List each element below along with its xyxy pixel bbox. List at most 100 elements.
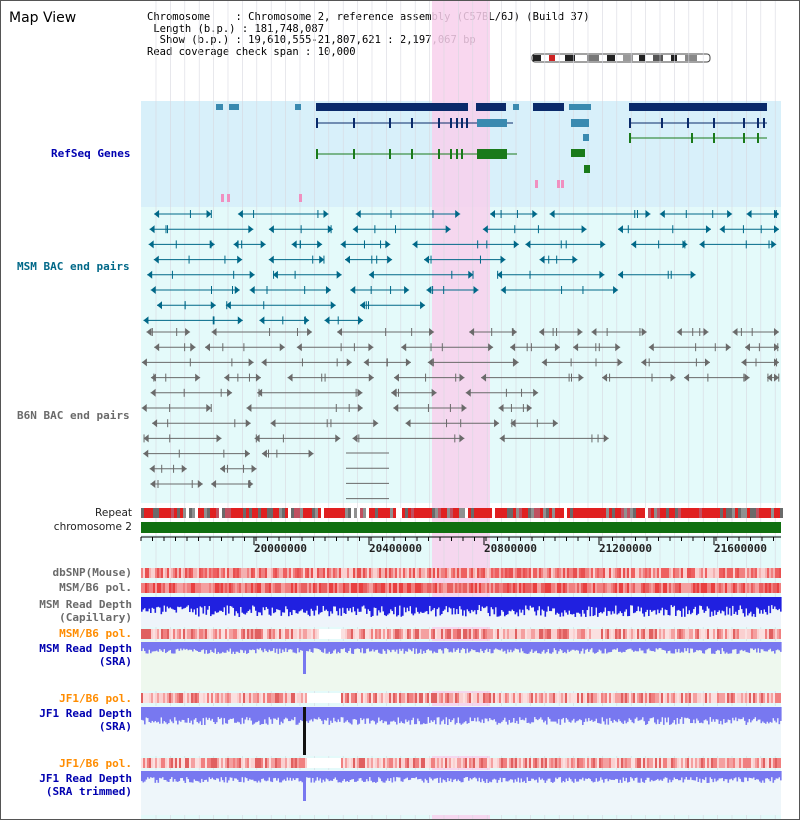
heat-cell	[241, 583, 243, 593]
heat-cell	[611, 758, 613, 768]
depth-bar	[151, 771, 154, 778]
depth-bar	[687, 642, 689, 649]
depth-bar	[751, 771, 754, 779]
depth-bar	[217, 597, 220, 613]
msm-bac-label: MSM BAC end pairs	[17, 260, 130, 273]
depth-bar	[280, 597, 283, 616]
heat-cell	[617, 583, 619, 593]
heat-cell	[551, 629, 553, 639]
depth-bar	[259, 642, 262, 649]
depth-bar	[192, 707, 194, 725]
depth-bar	[501, 707, 503, 722]
heat-cell	[267, 758, 269, 768]
heat-cell	[379, 758, 381, 768]
heat-cell	[243, 583, 245, 593]
repeat-segment	[600, 508, 603, 518]
heat-cell	[351, 583, 353, 593]
heat-cell	[565, 568, 567, 578]
heat-cell	[491, 693, 493, 703]
heat-cell	[393, 629, 395, 639]
heat-cell	[429, 629, 431, 639]
heat-cell	[271, 758, 273, 768]
bac-end-marker	[510, 419, 516, 428]
heat-cell	[367, 693, 369, 703]
depth-bar	[568, 597, 571, 611]
heat-cell	[503, 629, 505, 639]
depth-bar	[625, 597, 628, 610]
depth-bar	[342, 707, 344, 718]
heat-cell	[215, 758, 217, 768]
heat-cell	[475, 693, 477, 703]
repeat-segment	[768, 508, 771, 518]
heat-cell	[187, 568, 189, 578]
depth-bar	[775, 771, 778, 779]
heat-cell	[189, 693, 191, 703]
depth-bar	[375, 707, 377, 725]
heat-cell	[197, 568, 199, 578]
heat-cell	[241, 758, 243, 768]
depth-bar	[315, 771, 317, 781]
heat-cell	[473, 758, 475, 768]
depth-bar	[496, 771, 499, 783]
depth-bar	[675, 771, 677, 780]
repeat-segment	[468, 508, 471, 518]
heat-cell	[621, 758, 623, 768]
heat-cell	[763, 568, 765, 578]
bac-end-marker	[404, 286, 410, 294]
depth-bar	[268, 642, 271, 650]
axis-tick-label: 20800000	[484, 542, 537, 555]
depth-bar	[300, 771, 302, 781]
heat-cell	[661, 568, 663, 578]
heat-cell	[645, 629, 647, 639]
heat-cell	[263, 583, 265, 593]
heat-cell	[773, 758, 775, 768]
heat-cell	[519, 629, 521, 639]
heat-cell	[679, 758, 681, 768]
depth-bar	[328, 771, 331, 782]
heat-cell	[217, 758, 219, 768]
depth-bar	[736, 597, 739, 615]
depth-bar	[411, 707, 413, 721]
depth-bar	[742, 707, 745, 718]
depth-bar	[256, 707, 259, 722]
depth-bar	[475, 642, 478, 653]
heat-cell	[335, 693, 337, 703]
gene-exon	[411, 149, 413, 159]
depth-bar	[154, 642, 157, 652]
depth-bar	[676, 642, 679, 653]
depth-bar	[538, 771, 541, 778]
chromosome-ideogram[interactable]	[531, 53, 711, 63]
repeat-segment	[612, 508, 615, 518]
heat-cell	[507, 693, 509, 703]
depth-bar	[646, 771, 649, 778]
heat-cell	[455, 568, 457, 578]
depth-bar	[346, 771, 349, 782]
heat-cell	[227, 583, 229, 593]
heat-cell	[485, 568, 487, 578]
heat-cell	[201, 568, 203, 578]
depth-bar	[678, 771, 680, 781]
depth-bar	[618, 707, 620, 720]
depth-bar	[562, 707, 565, 718]
depth-bar	[466, 642, 469, 649]
depth-bar	[654, 642, 656, 652]
depth-bar	[228, 771, 230, 781]
heat-cell	[427, 568, 429, 578]
heat-cell	[253, 583, 255, 593]
depth-bar	[195, 597, 197, 615]
depth-bar	[426, 771, 428, 781]
heat-cell	[249, 758, 251, 768]
depth-bar	[522, 597, 524, 610]
depth-bar	[295, 597, 298, 614]
heat-cell	[353, 568, 355, 578]
heat-cell	[341, 568, 343, 578]
heat-cell	[305, 758, 307, 768]
depth-bar	[490, 771, 493, 783]
depth-bar	[531, 771, 533, 779]
depth-bar	[702, 771, 704, 779]
heat-cell	[547, 758, 549, 768]
heat-cell	[529, 629, 531, 639]
depth-bar	[774, 771, 776, 781]
heat-cell	[667, 568, 669, 578]
heat-cell	[309, 629, 311, 639]
